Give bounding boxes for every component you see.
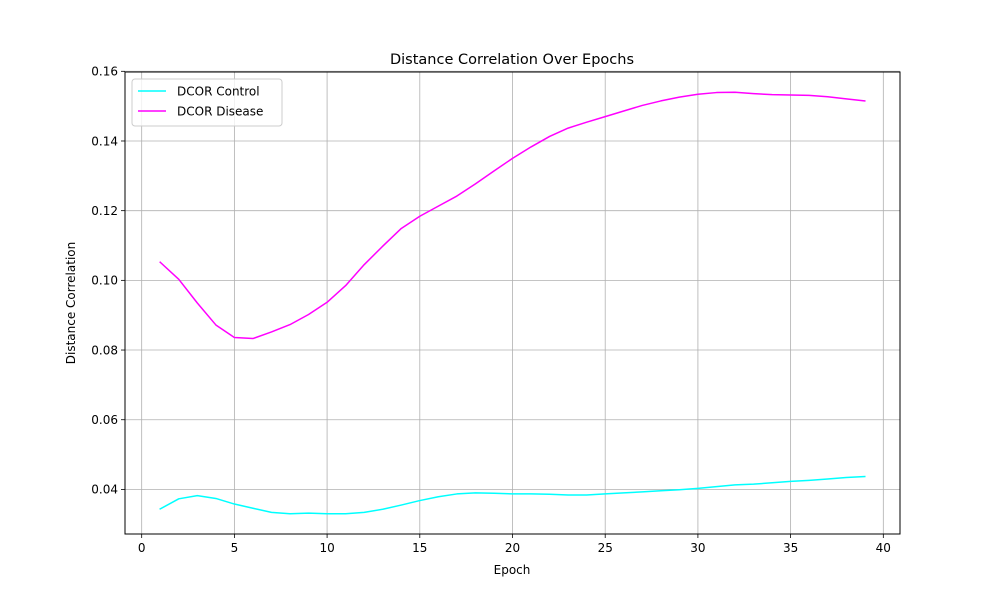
y-tick-label: 0.16 bbox=[91, 65, 118, 79]
x-tick-label: 15 bbox=[412, 541, 427, 555]
legend-box bbox=[131, 78, 283, 127]
legend: DCOR Control DCOR Disease bbox=[131, 78, 283, 127]
chart-title: Distance Correlation Over Epochs bbox=[390, 52, 634, 68]
x-tick-label: 20 bbox=[505, 541, 520, 555]
x-tick-label: 30 bbox=[690, 541, 705, 555]
x-tick-label: 40 bbox=[876, 541, 891, 555]
x-tick-label: 25 bbox=[598, 541, 613, 555]
y-tick-label: 0.08 bbox=[91, 343, 118, 357]
x-axis-title: Epoch bbox=[494, 563, 531, 577]
y-tick-label: 0.10 bbox=[91, 274, 118, 288]
series-line-dcor-disease bbox=[159, 91, 866, 340]
axis-ticks: 0 5 10 15 20 25 30 35 40 0.04 0.06 0.08 0.10 0.12 0.14… bbox=[91, 65, 891, 555]
legend-label-dcor-control: DCOR Control bbox=[177, 85, 260, 99]
series-lines bbox=[159, 91, 866, 515]
y-tick-label: 0.12 bbox=[91, 204, 118, 218]
y-tick-label: 0.04 bbox=[91, 483, 118, 497]
grid bbox=[125, 70, 900, 534]
y-tick-label: 0.14 bbox=[91, 134, 118, 148]
y-tick-label: 0.06 bbox=[91, 413, 118, 427]
legend-label-dcor-disease: DCOR Disease bbox=[177, 105, 263, 119]
x-tick-label: 35 bbox=[783, 541, 798, 555]
x-tick-label: 0 bbox=[138, 541, 146, 555]
x-tick-label: 10 bbox=[319, 541, 334, 555]
series-line-dcor-control bbox=[159, 475, 866, 515]
x-tick-label: 5 bbox=[231, 541, 239, 555]
y-axis-title: Distance Correlation bbox=[64, 242, 78, 364]
